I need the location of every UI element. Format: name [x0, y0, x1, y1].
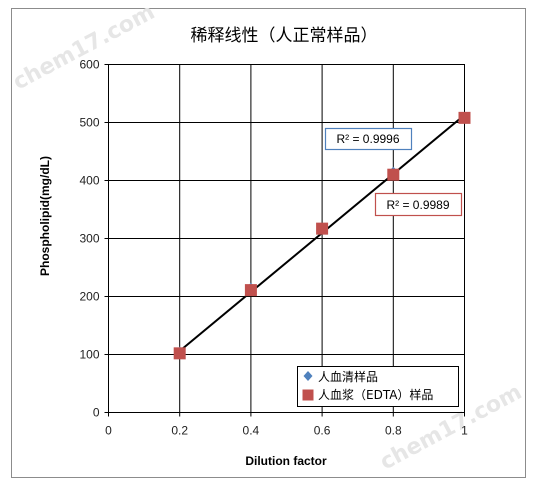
plasma-point-4: [458, 111, 471, 124]
y-tick-label-2: 200: [79, 290, 99, 304]
r2-label-plasma: R² = 0.9989: [386, 198, 449, 212]
y-tick-label-5: 500: [79, 116, 99, 130]
x-tick-label-2: 0.4: [243, 424, 260, 438]
x-axis-ticks: 0 0.2 0.4 0.6 0.8 1: [105, 412, 468, 438]
y-axis-ticks: 0 100 200 300 400 500 600: [79, 58, 109, 420]
y-axis-label: Phospholipid(mg/dL): [38, 156, 52, 276]
x-tick-label-1: 0.2: [171, 424, 188, 438]
legend-label-serum: 人血清样品: [318, 369, 378, 384]
r2-annotation-serum: R² = 0.9996: [324, 127, 413, 151]
legend: 人血清样品 人血浆（EDTA）样品: [297, 366, 459, 407]
chart-title: 稀释线性（人正常样品）: [191, 26, 378, 46]
r2-label-serum: R² = 0.9996: [336, 132, 399, 146]
legend-marker-plasma: [302, 389, 314, 401]
legend-box: [297, 366, 459, 407]
plasma-point-2: [316, 222, 329, 235]
plasma-point-0: [173, 347, 186, 360]
x-axis-label: Dilution factor: [245, 454, 327, 468]
y-tick-label-1: 100: [79, 348, 99, 362]
r2-box-plasma: [374, 192, 463, 217]
x-tick-label-5: 1: [461, 424, 468, 438]
plasma-point-3: [387, 168, 400, 181]
r2-annotation-plasma: R² = 0.9989: [374, 192, 463, 217]
x-tick-label-0: 0: [105, 424, 112, 438]
y-tick-label-6: 600: [79, 58, 99, 72]
plasma-point-1: [244, 284, 257, 297]
y-tick-label-0: 0: [93, 406, 100, 420]
y-tick-label-4: 400: [79, 174, 99, 188]
x-tick-label-3: 0.6: [314, 424, 331, 438]
r2-box-serum: [324, 127, 413, 151]
data-points: [173, 111, 471, 360]
y-tick-label-3: 300: [79, 232, 99, 246]
legend-marker-serum: [303, 371, 313, 381]
x-tick-label-4: 0.8: [385, 424, 402, 438]
legend-label-plasma: 人血浆（EDTA）样品: [318, 387, 433, 402]
